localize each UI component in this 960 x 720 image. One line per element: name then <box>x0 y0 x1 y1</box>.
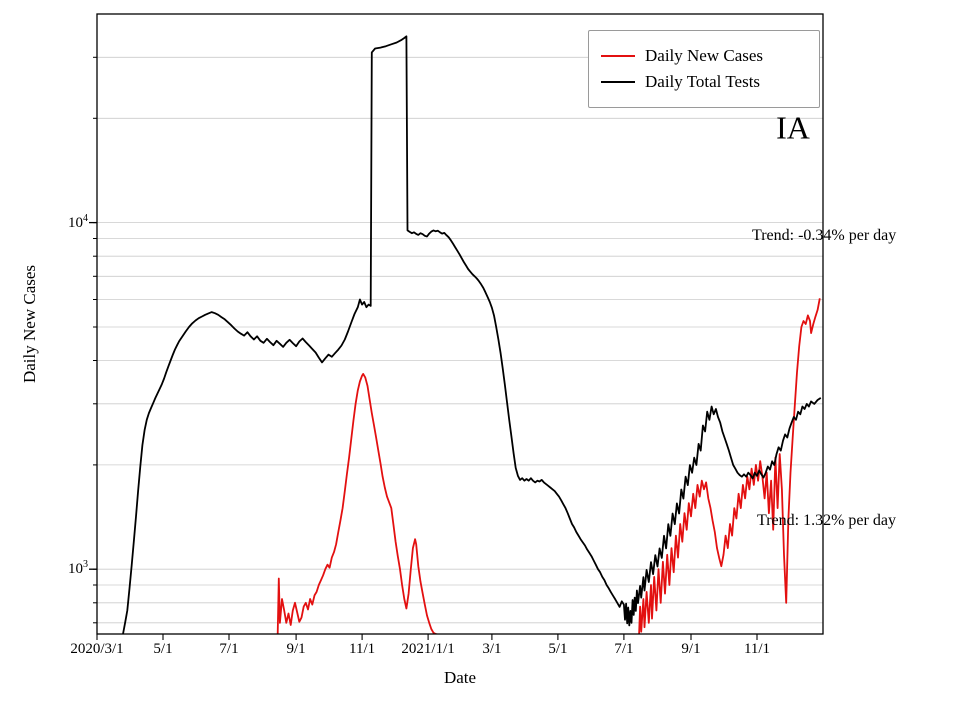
plot-title: IA <box>776 109 810 146</box>
x-tick-label: 2021/1/1 <box>401 641 455 657</box>
y-tick-label: 103 <box>68 559 88 578</box>
x-tick-label: 11/1 <box>349 641 376 657</box>
x-tick-label: 9/1 <box>681 641 701 657</box>
tests-line-swatch-icon <box>601 81 635 83</box>
legend-entry-tests: Daily Total Tests <box>601 72 807 92</box>
x-tick-label: 11/1 <box>743 641 771 657</box>
legend-label-tests: Daily Total Tests <box>645 72 761 91</box>
x-tick-label: 7/1 <box>614 641 634 657</box>
trend-annotation-tests: Trend: -0.34% per day <box>752 227 897 244</box>
x-axis-label: Date <box>443 668 477 687</box>
x-tick-label: 5/1 <box>548 641 568 657</box>
trend-annotation-cases: Trend: 1.32% per day <box>757 512 896 529</box>
x-tick-label: 9/1 <box>286 641 306 657</box>
y-tick-label: 104 <box>68 212 88 231</box>
x-tick-label: 2020/3/1 <box>70 641 124 657</box>
legend-entry-cases: Daily New Cases <box>601 46 807 66</box>
x-tick-label: 3/1 <box>482 641 502 657</box>
x-tick-label: 7/1 <box>219 641 239 657</box>
legend: Daily New Cases Daily Total Tests <box>588 30 820 108</box>
y-axis-label: Daily New Cases <box>20 264 39 384</box>
legend-label-cases: Daily New Cases <box>645 46 764 65</box>
cases-line-swatch-icon <box>601 55 635 57</box>
x-tick-label: 5/1 <box>153 641 173 657</box>
